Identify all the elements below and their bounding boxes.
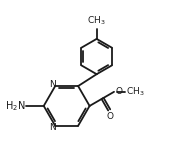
Text: $\mathregular{H_2N}$: $\mathregular{H_2N}$ (5, 99, 25, 113)
Text: O: O (107, 112, 114, 121)
Text: O: O (115, 87, 122, 96)
Text: $\mathregular{CH_3}$: $\mathregular{CH_3}$ (126, 85, 145, 98)
Text: N: N (49, 123, 55, 132)
Text: N: N (49, 80, 55, 89)
Text: $\mathregular{CH_3}$: $\mathregular{CH_3}$ (87, 15, 106, 27)
